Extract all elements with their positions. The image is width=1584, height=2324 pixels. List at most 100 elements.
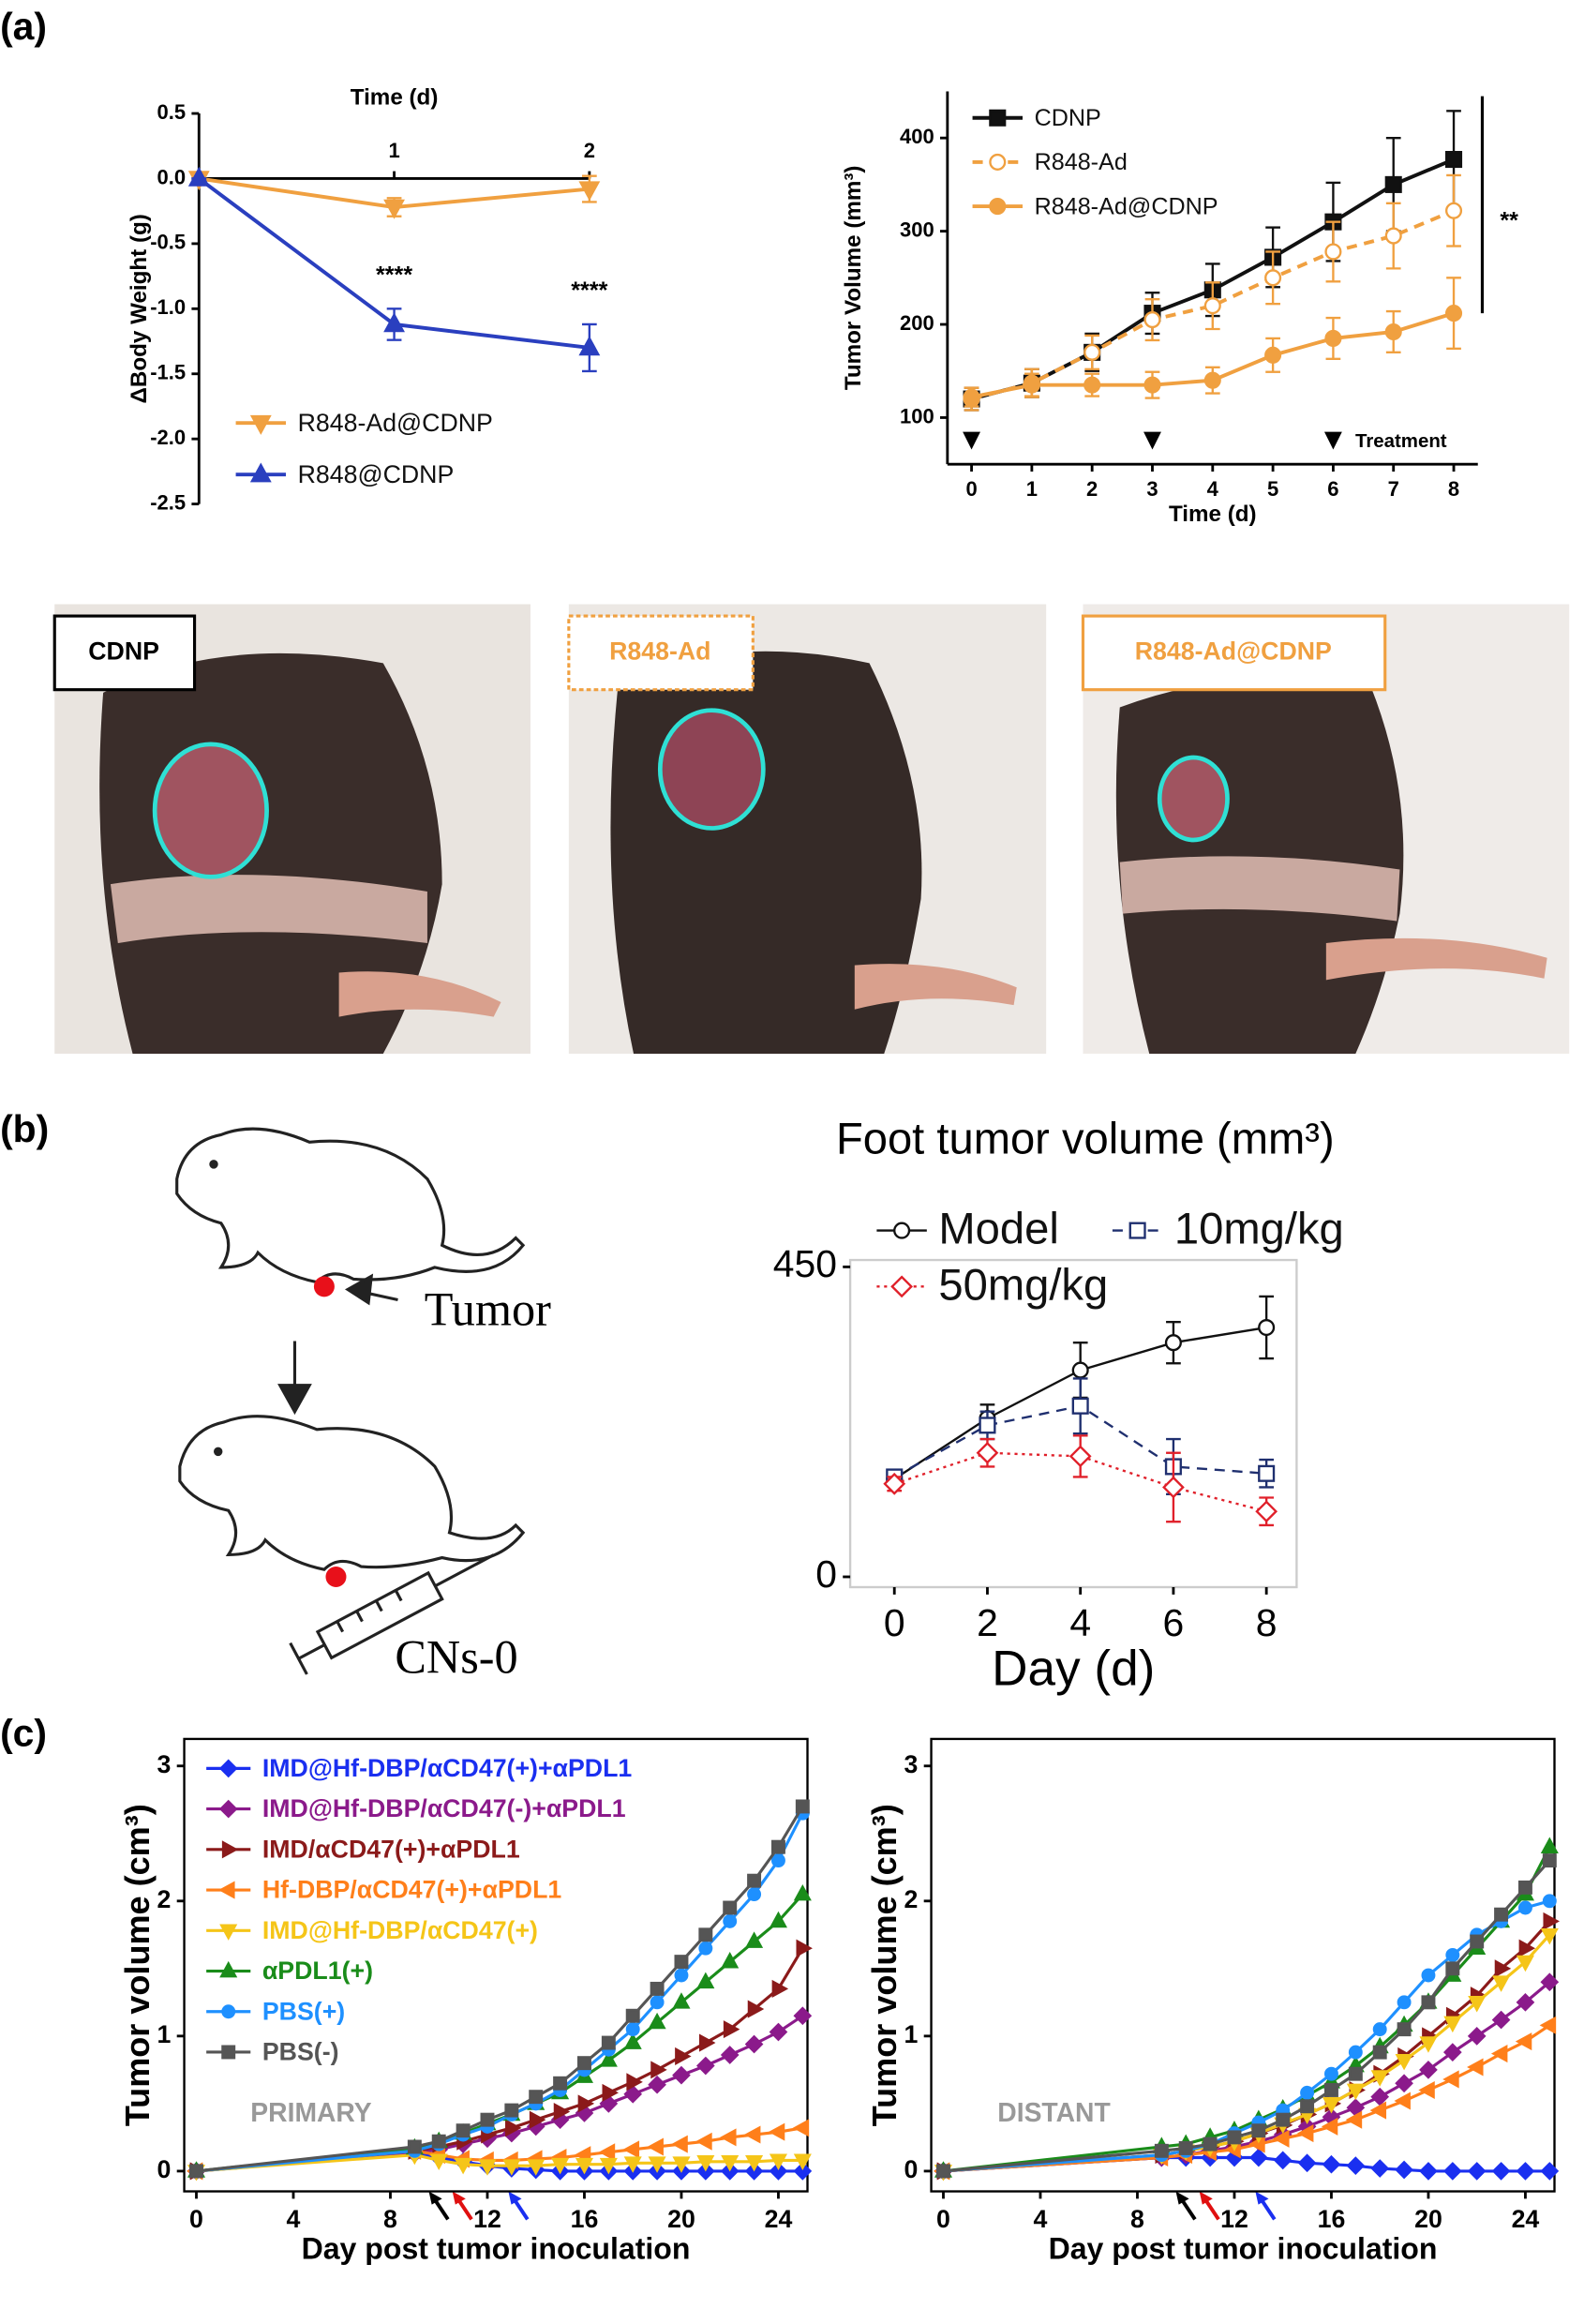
- marker: [1397, 1995, 1412, 2010]
- marker: [1540, 2162, 1560, 2181]
- marker: [1227, 2130, 1242, 2145]
- marker: [383, 312, 405, 333]
- y-tick-label: -1.0: [150, 295, 186, 319]
- marker: [745, 2154, 764, 2172]
- legend-label: R848@CDNP: [298, 460, 455, 488]
- marker: [723, 2020, 740, 2039]
- y-axis-label: Tumor volume (cm³): [118, 1804, 157, 2126]
- marker: [1515, 2032, 1532, 2051]
- annotation: Treatment: [1355, 431, 1447, 452]
- marker: [745, 1931, 764, 1948]
- y-tick-label: 0.5: [157, 100, 187, 124]
- marker: [1251, 2123, 1266, 2138]
- legend-label: IMD@Hf-DBP/αCD47(-)+αPDL1: [262, 1794, 626, 1822]
- marker: [456, 2123, 471, 2138]
- legend-marker: [890, 1275, 913, 1298]
- x-tick-label: 4: [1069, 1601, 1091, 1644]
- marker: [769, 1911, 787, 1928]
- diagram-label: Tumor: [425, 1283, 551, 1336]
- marker: [672, 2156, 691, 2173]
- marker: [793, 2153, 812, 2171]
- marker: [1442, 2043, 1462, 2062]
- x-tick-label: 20: [667, 2205, 695, 2233]
- marker: [1083, 376, 1101, 394]
- marker: [648, 2012, 666, 2030]
- legend-label: R848-Ad: [1035, 149, 1128, 175]
- x-tick-label: 16: [1318, 2205, 1346, 2233]
- marker: [771, 1979, 789, 1998]
- marker: [721, 1951, 740, 1969]
- marker: [1384, 227, 1402, 245]
- marker: [1322, 2154, 1341, 2174]
- marker: [1490, 2045, 1508, 2063]
- marker: [577, 2056, 591, 2071]
- x-axis-label: Time (d): [351, 85, 439, 111]
- legend-marker: [219, 1960, 238, 1978]
- marker: [1467, 2027, 1487, 2046]
- marker: [1444, 202, 1463, 219]
- marker: [1419, 2036, 1438, 2053]
- marker: [720, 2046, 740, 2064]
- x-tick-label: 7: [1388, 477, 1399, 501]
- marker: [1468, 1996, 1487, 2013]
- x-axis-label: Time (d): [1169, 502, 1257, 527]
- x-tick-label: 1: [388, 139, 399, 162]
- marker: [1323, 2066, 1338, 2081]
- marker: [672, 2065, 691, 2085]
- marker: [1442, 2070, 1459, 2089]
- marker: [793, 2162, 813, 2181]
- marker: [625, 2022, 640, 2037]
- marker: [695, 2132, 712, 2151]
- marker: [1494, 1959, 1512, 1978]
- marker: [529, 2110, 546, 2129]
- marker: [1323, 2083, 1338, 2097]
- marker: [626, 2073, 643, 2092]
- marker: [1540, 1972, 1560, 1992]
- marker: [747, 1887, 762, 1902]
- marker: [478, 2159, 497, 2176]
- marker: [1419, 2162, 1438, 2181]
- marker: [1517, 1880, 1532, 1895]
- annotation: **: [1500, 207, 1518, 233]
- marker: [747, 1873, 762, 1888]
- annotation: ****: [376, 262, 412, 288]
- x-axis-label: Day post tumor inoculation: [1049, 2231, 1438, 2265]
- marker: [599, 2050, 618, 2067]
- marker: [504, 2103, 519, 2118]
- marker: [723, 1900, 738, 1915]
- marker: [1154, 2143, 1169, 2158]
- y-axis-label: ΔBody Weight (g): [127, 214, 152, 403]
- marker: [623, 2032, 642, 2049]
- marker: [1324, 329, 1342, 347]
- legend-label: IMD@Hf-DBP/αCD47(+): [262, 1916, 538, 1944]
- marker: [1300, 2099, 1315, 2114]
- marker: [723, 1913, 738, 1928]
- y-tick-label: -2.5: [150, 490, 186, 514]
- marker: [1203, 2137, 1218, 2152]
- marker: [1540, 1927, 1559, 1945]
- marker: [675, 2047, 692, 2065]
- x-tick-label: 24: [765, 2205, 793, 2233]
- marker: [1372, 2045, 1387, 2060]
- marker: [1543, 1912, 1560, 1930]
- y-tick-label: 2: [157, 1885, 172, 1913]
- marker: [1068, 1445, 1092, 1468]
- marker: [1346, 2083, 1365, 2101]
- marker: [1273, 2129, 1290, 2148]
- marker: [1421, 1995, 1436, 2010]
- marker: [674, 1968, 689, 1983]
- marker: [527, 2159, 545, 2176]
- marker: [551, 2157, 570, 2175]
- y-tick-label: 1: [157, 2020, 172, 2048]
- marker: [1516, 1955, 1534, 1972]
- marker: [429, 2153, 448, 2171]
- marker: [1384, 175, 1402, 193]
- legend-marker: [989, 153, 1007, 171]
- y-tick-label: 300: [900, 217, 934, 241]
- marker: [1264, 269, 1282, 287]
- marker: [695, 2056, 715, 2076]
- x-tick-label: 8: [1448, 477, 1459, 501]
- legend-label: Hf-DBP/αCD47(+)+αPDL1: [262, 1876, 562, 1904]
- marker: [529, 2090, 544, 2105]
- x-tick-label: 0: [884, 1601, 905, 1644]
